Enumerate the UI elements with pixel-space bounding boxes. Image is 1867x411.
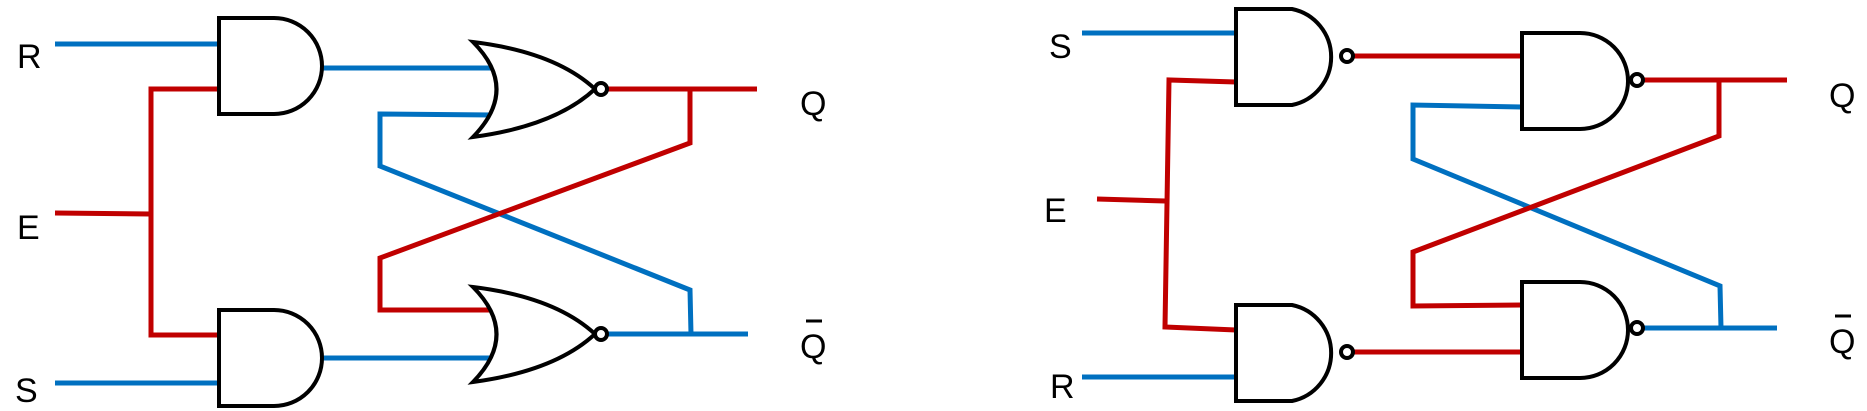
and-gate-bottom [217,308,324,408]
nor-top-bubble [593,81,609,97]
nand-gate-top-left [1234,7,1334,107]
output-label-q-bar: Q [800,328,826,366]
nand-top-left-bubble [1339,48,1355,64]
nand-top-right-bubble [1629,72,1645,88]
nand-gate-bottom-left [1234,303,1334,403]
output-label-q: Q [800,85,826,123]
wires-blue [1082,30,1777,380]
wire-q-feedback [1410,80,1722,309]
nand-gate-top-right [1520,31,1630,131]
left-circuit: R E S Q Q [15,16,826,410]
wire-e-bus [148,86,219,338]
nand-bottom-left-bubble [1339,344,1355,360]
nand-bottom-right-bubble [1629,320,1645,336]
and-gate-top [217,16,324,116]
nor-bottom-bubble [593,326,609,342]
input-label-r: R [1050,368,1075,406]
input-label-s: S [15,372,38,410]
output-label-q-bar: Q [1829,323,1855,361]
nand-gate-bottom-right [1520,280,1630,380]
right-circuit: S E R Q Q [1044,7,1855,406]
nor-gate-top [467,39,598,140]
output-label-q: Q [1829,77,1855,115]
input-label-s: S [1049,28,1072,66]
wire-q-feedback [377,89,693,313]
wires-red [54,86,757,338]
wire-qbar-feedback [377,111,694,335]
input-label-e: E [1044,192,1067,230]
input-label-r: R [17,38,42,76]
nor-gate-bottom [467,284,598,385]
wire-e-bus [1162,77,1237,333]
wire-qbar-feedback [1410,102,1724,329]
wires-blue [55,41,748,386]
input-label-e: E [17,209,40,247]
wire-e-input [54,210,151,217]
wires-red [1096,53,1787,355]
wire-e-input [1096,196,1166,204]
